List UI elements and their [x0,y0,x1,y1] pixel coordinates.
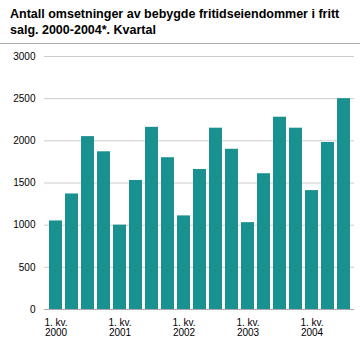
svg-text:1. kv.2001: 1. kv.2001 [108,316,131,337]
svg-text:0: 0 [30,303,36,314]
svg-text:3000: 3000 [13,50,36,61]
html-text:Antall omsetninger av bebygde: Antall omsetninger av bebygde fritidseie… [10,7,340,38]
svg-text:1. kv.2002: 1. kv.2002 [172,316,195,337]
svg-text:1. kv.2003: 1. kv.2003 [236,316,259,337]
svg-text:2000: 2000 [13,135,36,146]
svg-text:1. kv.2004: 1. kv.2004 [300,316,323,337]
svg-text:2500: 2500 [13,92,36,103]
svg-text:1. kv.2000: 1. kv.2000 [44,316,67,337]
svg-text:1500: 1500 [13,177,36,188]
svg-text:500: 500 [19,261,36,272]
svg-text:1000: 1000 [13,219,36,230]
